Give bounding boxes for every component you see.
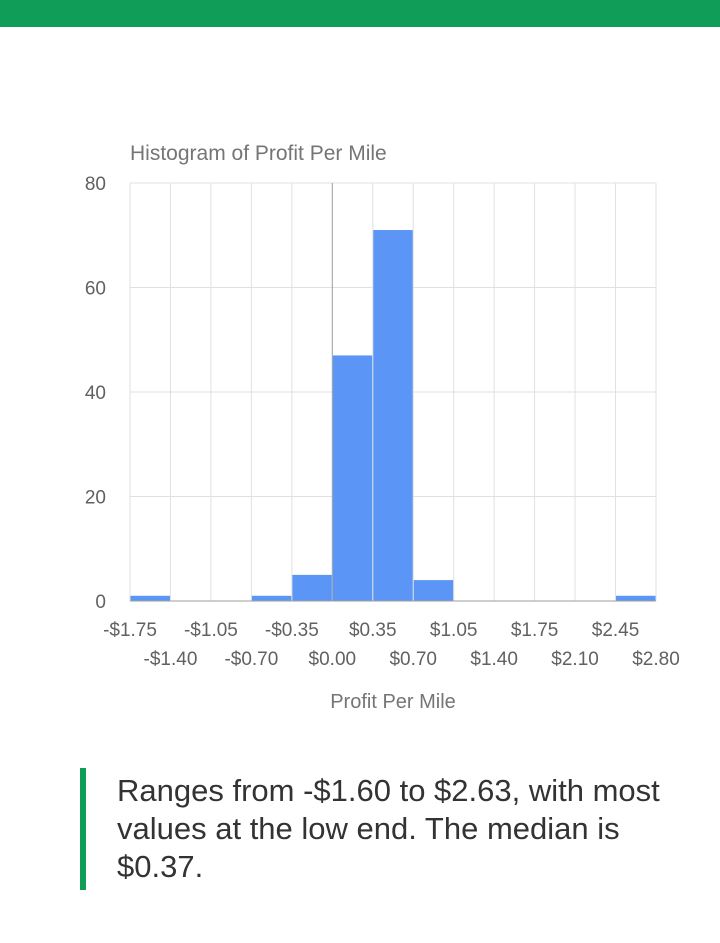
- histogram-svg: Histogram of Profit Per Mile 0 20 40 60 80 -$…: [85, 142, 680, 713]
- x-tick-label: -$1.05: [184, 620, 238, 641]
- histogram-bar: [130, 595, 170, 601]
- x-tick-label: $2.45: [592, 620, 640, 641]
- y-tick-label: 80: [85, 174, 106, 195]
- histogram-bar: [292, 574, 332, 601]
- histogram-bar: [332, 355, 373, 601]
- grid-lines: [129, 182, 657, 601]
- chart-title: Histogram of Profit Per Mile: [130, 142, 387, 165]
- summary-callout: Ranges from -$1.60 to $2.63, with most v…: [80, 768, 680, 890]
- tick-labels: 0 20 40 60 80 -$1.75 -$1.05 -$0.35 $0.35 $1.05 $1.…: [85, 174, 680, 670]
- x-axis-title: Profit Per Mile: [330, 691, 456, 713]
- x-tick-label: -$0.35: [265, 620, 319, 641]
- x-tick-label: $0.00: [309, 649, 357, 670]
- summary-text: Ranges from -$1.60 to $2.63, with most v…: [117, 773, 660, 884]
- x-tick-label: -$1.75: [103, 620, 157, 641]
- bars: [130, 230, 656, 601]
- y-tick-label: 40: [85, 383, 106, 404]
- y-tick-label: 60: [85, 279, 106, 300]
- histogram-chart: Histogram of Profit Per Mile 0 20 40 60 80 -$…: [0, 120, 720, 730]
- y-tick-label: 0: [95, 592, 106, 613]
- x-tick-label: -$1.40: [144, 649, 198, 670]
- x-tick-label: $1.75: [511, 620, 559, 641]
- histogram-bar: [373, 230, 413, 601]
- y-tick-label: 20: [85, 488, 106, 509]
- x-tick-label: $0.70: [389, 649, 437, 670]
- x-tick-label: $2.10: [551, 649, 599, 670]
- x-tick-label: $0.35: [349, 620, 397, 641]
- x-tick-label: $2.80: [632, 649, 680, 670]
- histogram-bar: [616, 595, 656, 601]
- top-accent-bar: [0, 0, 720, 27]
- histogram-bar: [251, 595, 292, 601]
- x-tick-label: -$0.70: [224, 649, 278, 670]
- x-tick-label: $1.40: [470, 649, 518, 670]
- histogram-bar: [413, 580, 454, 601]
- x-tick-label: $1.05: [430, 620, 478, 641]
